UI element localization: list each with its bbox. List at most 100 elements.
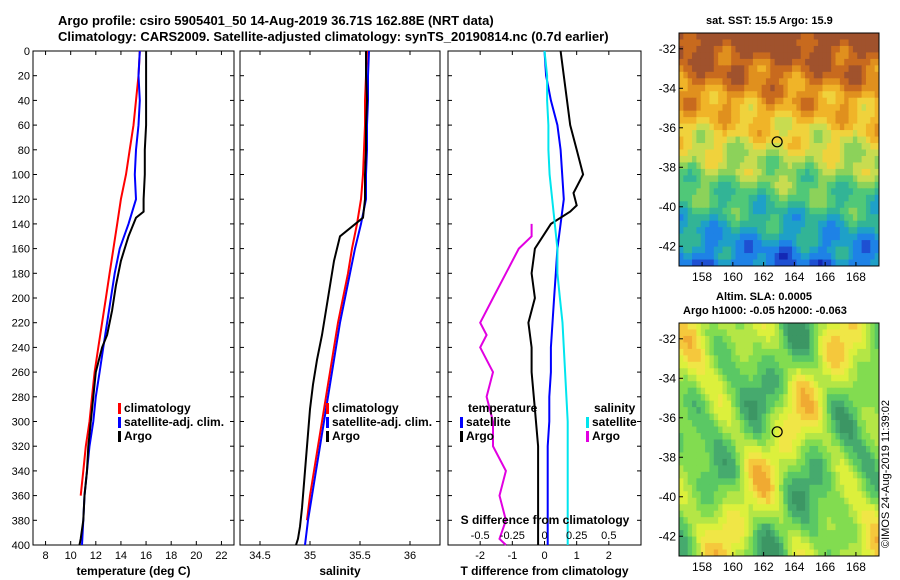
map-cell — [813, 181, 819, 189]
map-cell — [700, 45, 706, 53]
map-cell — [757, 194, 763, 202]
map-cell — [770, 361, 776, 369]
map-cell — [796, 227, 802, 235]
map-cell — [687, 439, 693, 447]
map-cell — [831, 510, 837, 518]
map-cell — [770, 246, 776, 254]
map-cell — [696, 58, 702, 66]
map-cell — [761, 381, 767, 389]
map-cell — [870, 536, 876, 544]
map-cell — [726, 33, 732, 40]
map-cell — [787, 504, 793, 512]
map-cell — [865, 439, 871, 447]
map-cell — [757, 149, 763, 157]
map-cell — [865, 530, 871, 538]
map-cell — [809, 194, 815, 202]
map-cell — [826, 549, 832, 557]
map-cell — [792, 233, 797, 241]
map-cell — [713, 58, 719, 66]
map-cell — [722, 33, 728, 40]
map-cell — [683, 175, 689, 183]
map-cell — [722, 52, 728, 60]
map-cell — [839, 374, 845, 382]
map-cell — [752, 368, 758, 376]
map-cell — [783, 439, 789, 447]
map-cell — [870, 348, 876, 356]
map-cell — [774, 78, 780, 86]
map-cell — [852, 214, 858, 222]
map-cell — [848, 65, 854, 73]
map-cell — [783, 523, 789, 531]
map-cell — [752, 78, 758, 86]
map-cell — [731, 452, 737, 460]
map-cell — [709, 407, 715, 415]
map-cell — [852, 387, 858, 395]
map-cell — [818, 175, 823, 183]
legend-label: satellite-adj. clim. — [124, 415, 224, 429]
map-cell — [683, 181, 689, 189]
map-cell — [722, 478, 728, 486]
map-cell — [705, 445, 710, 453]
map-cell — [696, 361, 702, 369]
map-cell — [713, 374, 719, 382]
map-cell — [831, 323, 837, 330]
map-cell — [752, 91, 758, 99]
map-cell — [726, 52, 732, 60]
map-cell — [870, 246, 876, 254]
map-cell — [722, 323, 728, 330]
map-cell — [765, 155, 771, 163]
map-cell — [722, 117, 728, 125]
map-cell — [818, 465, 823, 473]
map-cell — [757, 162, 763, 170]
map-cell — [852, 194, 858, 202]
map-cell — [792, 445, 797, 453]
map-cell — [831, 214, 837, 222]
map-cell — [852, 168, 858, 176]
map-cell — [765, 149, 771, 157]
map-cell — [792, 168, 797, 176]
map-cell — [783, 413, 789, 421]
map-cell — [831, 104, 837, 112]
map-cell — [835, 335, 841, 343]
map-cell — [713, 130, 719, 138]
map-cell — [844, 104, 850, 112]
map-cell — [818, 452, 823, 460]
map-cell — [765, 117, 771, 125]
map-cell — [739, 246, 745, 254]
map-cell — [800, 207, 806, 215]
map-cell — [726, 58, 732, 66]
map-cell — [726, 381, 732, 389]
map-cell — [739, 465, 745, 473]
map-cell — [852, 368, 858, 376]
map-cell — [813, 227, 819, 235]
map-cell — [848, 71, 854, 79]
map-cell — [848, 214, 854, 222]
map-cell — [713, 52, 719, 60]
map-cell — [700, 536, 706, 544]
map-cell — [787, 335, 793, 343]
map-cell — [692, 155, 697, 163]
map-cell — [748, 445, 754, 453]
map-cell — [726, 394, 732, 402]
map-cell — [822, 458, 828, 466]
map-cell — [757, 39, 763, 47]
map-cell — [752, 491, 758, 499]
map-cell — [687, 246, 693, 254]
map-cell — [679, 478, 684, 486]
map-cell — [822, 465, 828, 473]
map-cell — [844, 465, 850, 473]
map-cell — [835, 478, 841, 486]
map-cell — [726, 155, 732, 163]
map-cell — [687, 361, 693, 369]
map-cell — [870, 52, 876, 60]
map-cell — [848, 227, 854, 235]
map-cell — [731, 181, 737, 189]
map-cell — [826, 233, 832, 241]
map-cell — [687, 91, 693, 99]
x-tick-label: 8 — [43, 550, 49, 562]
map-cell — [731, 110, 737, 118]
legend-label: Argo — [466, 429, 494, 443]
map-cell — [831, 478, 837, 486]
map-cell — [796, 188, 802, 196]
map-cell — [709, 413, 715, 421]
